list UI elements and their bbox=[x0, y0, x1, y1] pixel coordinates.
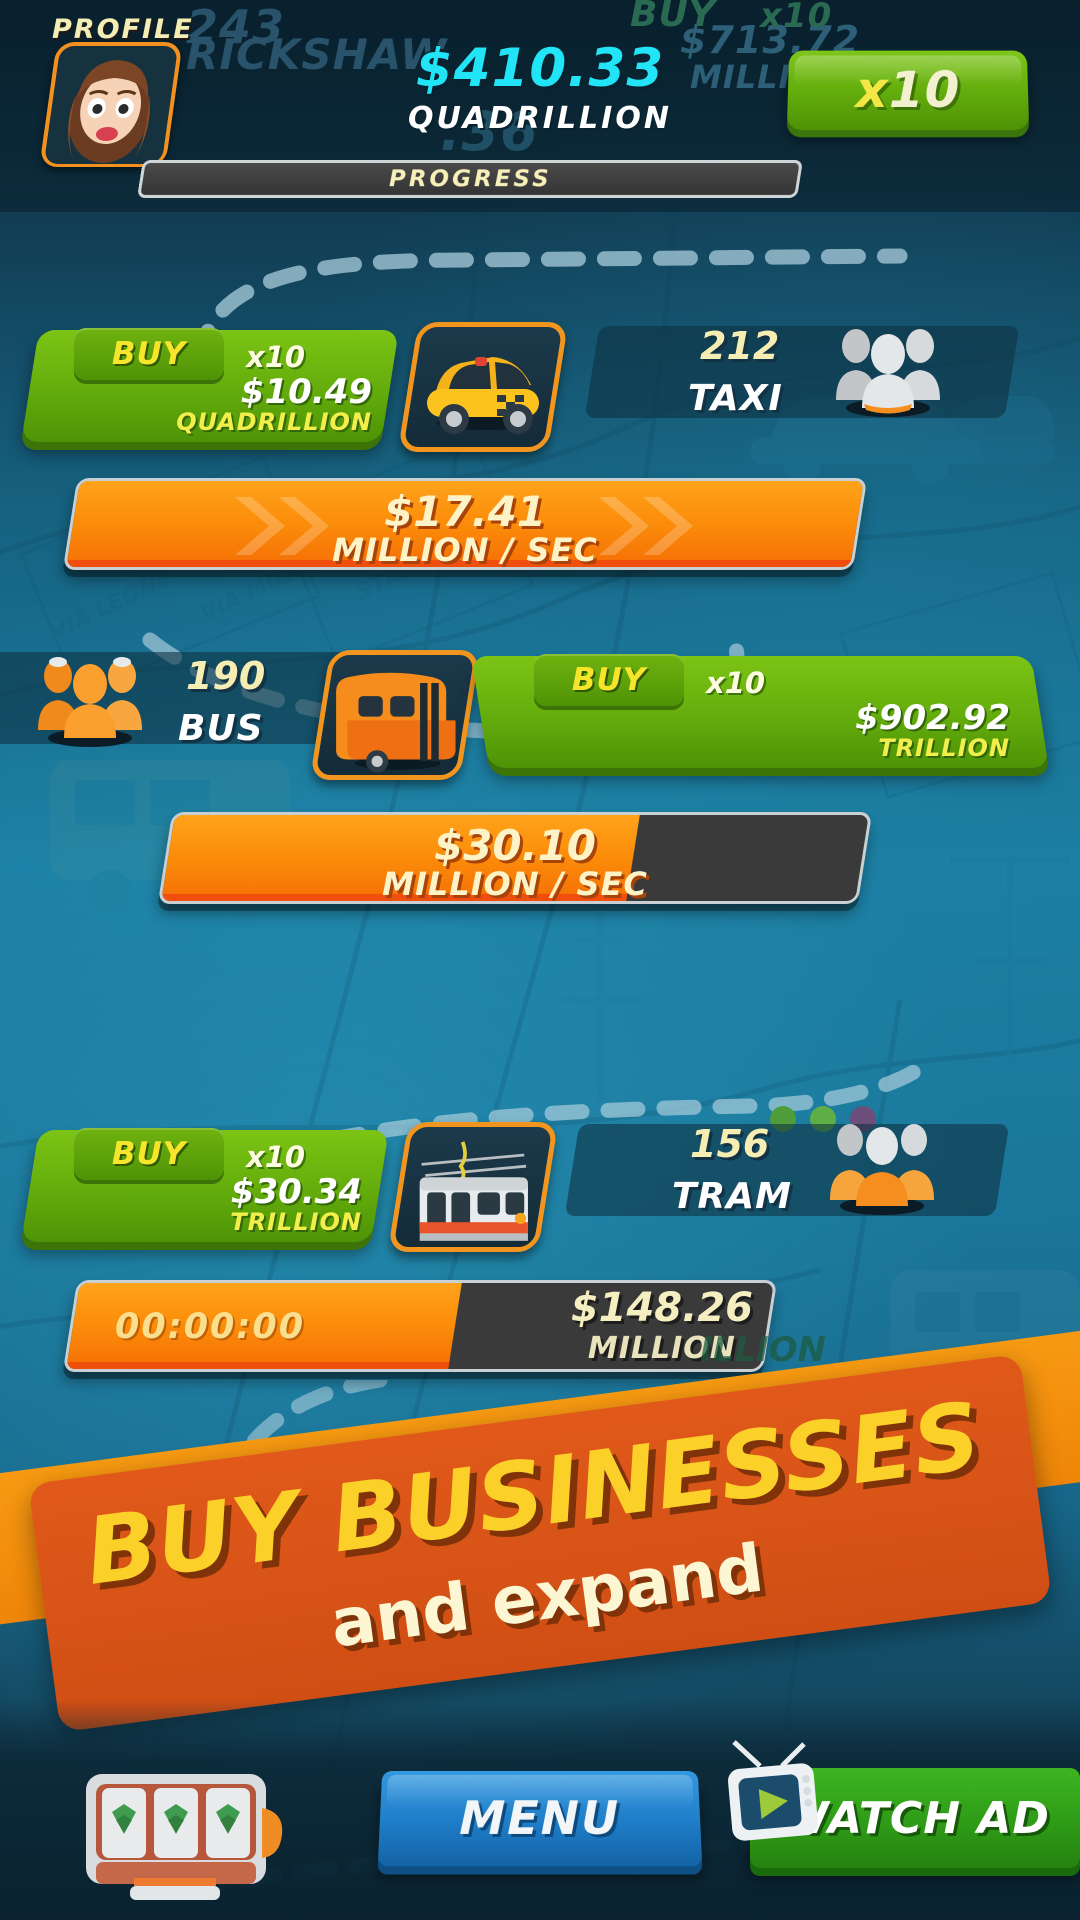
vehicle-button-taxi[interactable] bbox=[397, 322, 569, 452]
buy-button-taxi[interactable]: BUY x10 $10.49 QUADRILLION bbox=[21, 328, 399, 442]
vehicle-button-bus[interactable] bbox=[309, 650, 481, 780]
watch-ad-label: WATCH AD bbox=[780, 1792, 1050, 1844]
earnings-unit-taxi: MILLION / SEC bbox=[332, 531, 598, 569]
slot-machine-icon[interactable] bbox=[72, 1768, 287, 1908]
buy-cost-unit-tram: TRILLION bbox=[230, 1208, 362, 1236]
female-avatar-icon bbox=[43, 46, 179, 164]
buy-cost-bus: $902.92 bbox=[855, 698, 1010, 738]
buy-cost-taxi: $10.49 bbox=[240, 372, 372, 412]
progress-bar[interactable]: PROGRESS bbox=[136, 160, 804, 198]
manager-plate-taxi bbox=[584, 326, 1020, 418]
business-row-bus: 190 BUS BUY x10 $902.92 TRILLION bbox=[0, 650, 1080, 920]
faded-bg-buy: BUY bbox=[630, 0, 716, 35]
buy-chip-tram: BUY bbox=[74, 1128, 224, 1180]
tv-play-icon[interactable] bbox=[720, 1740, 835, 1850]
tram-icon bbox=[419, 1141, 528, 1241]
total-money: $410.33 QUADRILLION bbox=[0, 38, 1080, 136]
faded-bg-count: 243 bbox=[186, 0, 286, 54]
faded-bg-name: RICKSHAW bbox=[186, 30, 448, 79]
buy-cost-unit-taxi: QUADRILLION bbox=[176, 408, 372, 436]
buy-label-taxi: BUY bbox=[111, 336, 187, 372]
manager-count-bus: 190 bbox=[186, 654, 266, 698]
chevron-right-icon bbox=[235, 497, 285, 555]
faded-next-business-unit: ILLION bbox=[700, 1330, 826, 1370]
progress-label: PROGRESS bbox=[388, 166, 552, 192]
earnings-timer-tram: 00:00:00 bbox=[115, 1307, 306, 1347]
multiplier-x: x bbox=[855, 61, 889, 120]
buy-chip-bus: BUY bbox=[534, 654, 684, 706]
business-row-taxi: BUY x10 $10.49 QUADRILLION bbox=[0, 322, 1080, 580]
faded-bg-rate: .36 bbox=[440, 100, 539, 163]
buy-multiplier-taxi: x10 bbox=[246, 340, 306, 374]
bus-icon bbox=[336, 672, 456, 773]
menu-button[interactable]: MENU bbox=[377, 1771, 703, 1867]
buy-button-tram[interactable]: BUY x10 $30.34 TRILLION bbox=[21, 1128, 389, 1242]
vehicle-button-tram[interactable] bbox=[387, 1122, 559, 1252]
earnings-unit-bus: MILLION / SEC bbox=[382, 865, 648, 903]
chevron-right-icon bbox=[279, 497, 329, 555]
earnings-bar-taxi[interactable]: $17.41 MILLION / SEC bbox=[62, 478, 868, 570]
chevron-right-icon bbox=[643, 497, 693, 555]
business-row-tram: BUY x10 $30.34 TRILLION bbox=[0, 1106, 1080, 1390]
faded-bg-buy-mult: x10 bbox=[760, 0, 833, 36]
route-dashed-line-1 bbox=[192, 248, 908, 368]
business-name-taxi: TAXI bbox=[688, 378, 783, 419]
profile-label: PROFILE bbox=[52, 14, 194, 45]
managers-group-icon[interactable] bbox=[30, 648, 150, 748]
managers-group-icon[interactable] bbox=[828, 318, 948, 418]
earnings-value-bus: $30.10 bbox=[433, 821, 597, 870]
manager-count-taxi: 212 bbox=[700, 324, 780, 368]
money-amount: $410.33 bbox=[415, 38, 665, 99]
buy-cost-unit-bus: TRILLION bbox=[878, 734, 1010, 762]
chevron-right-icon bbox=[599, 497, 649, 555]
business-name-tram: TRAM bbox=[672, 1176, 792, 1217]
profile-button[interactable]: PROFILE bbox=[18, 6, 218, 167]
earnings-value-taxi: $17.41 bbox=[383, 487, 547, 536]
business-name-bus: BUS bbox=[178, 708, 264, 749]
buy-label-bus: BUY bbox=[571, 662, 647, 698]
money-unit: QUADRILLION bbox=[408, 101, 672, 136]
taxi-icon bbox=[427, 357, 539, 434]
buy-multiplier-bus: x10 bbox=[706, 666, 766, 700]
buy-chip-taxi: BUY bbox=[74, 328, 224, 380]
manager-count-tram: 156 bbox=[690, 1122, 770, 1166]
multiplier-value: 10 bbox=[888, 61, 961, 120]
buy-label-tram: BUY bbox=[111, 1136, 187, 1172]
managers-group-icon[interactable] bbox=[822, 1116, 942, 1216]
buy-cost-tram: $30.34 bbox=[230, 1172, 362, 1212]
earnings-bar-tram[interactable]: 00:00:00 $148.26 MILLION bbox=[62, 1280, 778, 1372]
top-hud: 243 RICKSHAW $713.72 MILLION .36 THOUSAN… bbox=[0, 0, 1080, 212]
buy-button-bus[interactable]: BUY x10 $902.92 TRILLION bbox=[471, 654, 1049, 768]
earnings-value-tram: $148.26 bbox=[570, 1285, 753, 1331]
earnings-bar-bus[interactable]: $30.10 MILLION / SEC bbox=[157, 812, 873, 904]
multiplier-button[interactable]: x10 bbox=[786, 50, 1030, 131]
buy-multiplier-tram: x10 bbox=[246, 1140, 306, 1174]
menu-label: MENU bbox=[458, 1791, 622, 1846]
